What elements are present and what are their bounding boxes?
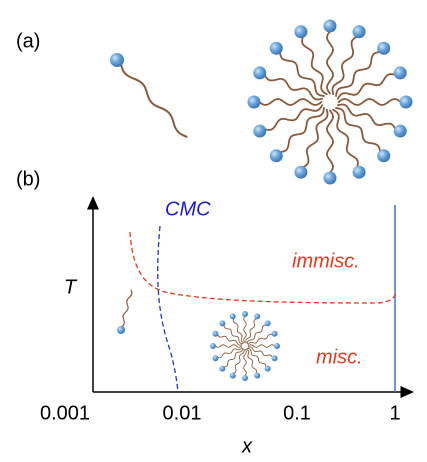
surfactant-tail: [333, 37, 358, 95]
surfactant-tail: [259, 99, 321, 105]
surfactant-head: [394, 125, 407, 138]
surfactant-head: [377, 42, 390, 55]
surfactant-head: [110, 53, 124, 67]
x-tick-label: 0.01: [163, 402, 202, 424]
surfactant-tail: [265, 75, 323, 100]
surfactant-tail: [338, 105, 396, 130]
surfactant-head: [254, 313, 260, 319]
surfactant-tail: [215, 345, 241, 348]
surfactant-head: [394, 66, 407, 79]
surfactant-tail: [327, 111, 333, 173]
surfactant-head: [400, 96, 413, 109]
region-label: immisc.: [292, 250, 360, 272]
surfactant-tail: [327, 31, 333, 93]
surfactant-head: [230, 373, 236, 379]
surfactant-head: [242, 375, 248, 381]
surfactant-tail: [244, 349, 247, 375]
surfactant-head: [353, 166, 366, 179]
figure: (a) (b) CMC immisc. misc. T x 0.001 0.01 0…: [0, 0, 427, 462]
surfactant-head: [212, 331, 218, 337]
surfactant-head: [324, 172, 337, 185]
cmc-label: CMC: [165, 198, 211, 220]
surfactant-head: [265, 366, 271, 372]
surfactant-tail: [303, 110, 328, 168]
surfactant-head: [377, 149, 390, 162]
surfactant-tail: [248, 347, 272, 357]
surfactant-tail: [121, 64, 187, 137]
surfactant-head: [270, 149, 283, 162]
surfactant-head: [294, 166, 307, 179]
surfactant-drawings: [110, 20, 413, 382]
surfactant-head: [219, 366, 225, 372]
surfactant-tail: [218, 335, 242, 345]
surfactant-head: [242, 311, 248, 317]
region-label: misc.: [316, 346, 363, 368]
surfactant-head: [265, 320, 271, 326]
cmc-curve: [158, 226, 178, 392]
surfactant-tail: [248, 345, 274, 348]
surfactant-tail: [122, 290, 132, 327]
surfactant-head: [253, 66, 266, 79]
y-axis-label: T: [64, 276, 78, 298]
surfactant-head: [230, 313, 236, 319]
surfactant-head: [117, 326, 125, 334]
surfactant-head: [324, 20, 337, 33]
x-tick-label: 0.1: [283, 402, 311, 424]
surfactant-head: [248, 96, 261, 109]
surfactant-tail: [246, 319, 256, 343]
surfactant-head: [210, 343, 216, 349]
surfactant-head: [294, 25, 307, 38]
x-tick-label: 1: [389, 402, 400, 424]
panel-label: (b): [16, 168, 40, 190]
x-tick-label: 0.001: [40, 402, 90, 424]
surfactant-head: [254, 373, 260, 379]
surfactant-head: [219, 320, 225, 326]
surfactant-head: [274, 343, 280, 349]
x-axis-label: x: [241, 435, 253, 457]
surfactant-head: [212, 355, 218, 361]
surfactant-head: [270, 42, 283, 55]
surfactant-head: [353, 25, 366, 38]
surfactant-tail: [339, 99, 401, 105]
panel-label: (a): [16, 30, 40, 52]
surfactant-tail: [244, 316, 247, 342]
surfactant-head: [253, 125, 266, 138]
surfactant-head: [272, 331, 278, 337]
surfactant-tail: [234, 349, 244, 373]
surfactant-head: [272, 355, 278, 361]
